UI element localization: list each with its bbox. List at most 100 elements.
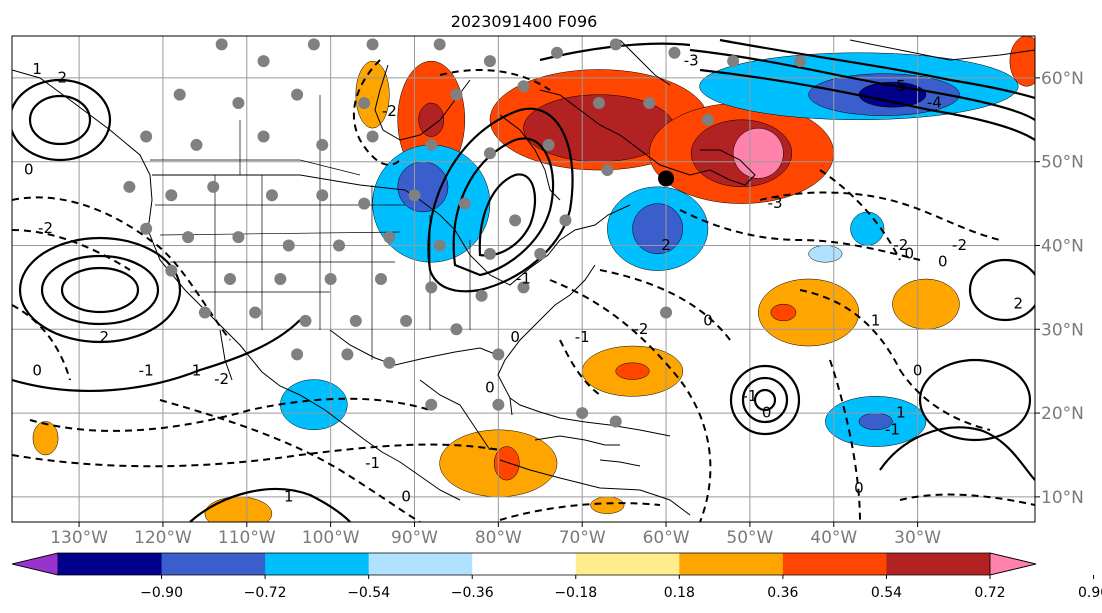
dashed-contours [12, 59, 1035, 522]
colorbar-tick-label: 0.36 [767, 585, 798, 601]
station-dot [358, 97, 371, 110]
station-dot [601, 164, 614, 177]
latitude-ticks: 60°N 50°N 40°N 30°N 20°N 10°N [1035, 69, 1084, 508]
station-dot [333, 239, 346, 252]
station-dot [257, 130, 270, 143]
colorbar-bin [58, 553, 163, 575]
station-dot [165, 189, 178, 202]
lon-tick-label: 110°W [218, 528, 276, 548]
station-dot [433, 38, 446, 51]
anomaly-blob [280, 379, 348, 431]
station-dot [559, 214, 572, 227]
chart-title: 2023091400 F096 [451, 12, 598, 31]
contour-label: 1 [896, 404, 906, 422]
station-dot [408, 189, 421, 202]
station-dot [517, 80, 530, 93]
political-borders [150, 95, 471, 360]
station-dot [727, 55, 740, 68]
anomaly-blob [590, 496, 625, 514]
lon-tick-label: 60°W [643, 528, 690, 548]
lon-tick-label: 40°W [810, 528, 857, 548]
station-dot [551, 46, 564, 59]
contour-label: -2 [38, 219, 53, 237]
lat-tick-label: 40°N [1041, 236, 1084, 256]
anomaly-blob [850, 211, 885, 246]
lon-tick-label: 70°W [559, 528, 606, 548]
station-dot [173, 88, 186, 101]
anomaly-blob [892, 278, 960, 330]
station-dot [366, 38, 379, 51]
colorbar-extend-max [989, 552, 1037, 576]
station-dot [609, 415, 622, 428]
colorbar-frame [11, 552, 1037, 576]
station-dot [257, 55, 270, 68]
station-dot [291, 88, 304, 101]
colorbar: −0.90 −0.72 −0.54 −0.36 −0.18 0.18 0.36 0.54 0.7… [11, 552, 1102, 601]
coastlines [12, 39, 1035, 516]
station-dot [274, 273, 287, 285]
anomaly-blob [615, 362, 650, 380]
station-dot [425, 398, 438, 411]
station-dot [232, 97, 245, 110]
lon-tick-label: 120°W [134, 528, 192, 548]
station-dot [140, 222, 153, 235]
contour-label: 1 [284, 487, 294, 505]
colorbar-tick-label: 0.54 [871, 585, 902, 601]
contour-label: 1 [192, 362, 202, 380]
anomaly-blob [418, 102, 445, 137]
station-dot [425, 138, 438, 151]
station-dot [400, 314, 413, 327]
contour-label: -1 [516, 270, 531, 288]
contour-label: 0 [938, 253, 948, 271]
lat-tick-label: 20°N [1041, 404, 1084, 424]
lon-tick-label: 30°W [894, 528, 941, 548]
station-dot [701, 113, 714, 126]
anomaly-blob [770, 303, 797, 322]
station-dot [307, 38, 320, 51]
contour-label: 0 [485, 378, 495, 396]
station-dot [123, 180, 136, 193]
station-dot [492, 348, 505, 361]
station-dot [383, 356, 396, 369]
station-dot [299, 314, 312, 327]
station-dot [207, 180, 220, 193]
station-dot [483, 147, 496, 160]
contour-label: 0 [401, 487, 411, 505]
contour-label: -2 [893, 236, 908, 254]
station-dot [534, 247, 547, 260]
longitude-ticks: 130°W 120°W 110°W 100°W 90°W 80°W 70°W 60°W 50°W… [50, 522, 941, 548]
contour-label: 0 [913, 362, 923, 380]
station-dot [341, 348, 354, 361]
station-dot [316, 138, 329, 151]
station-dot [190, 138, 203, 151]
graticule [12, 36, 1035, 522]
contour-label: 5 [896, 77, 906, 95]
station-dot [374, 273, 387, 285]
anomaly-blob [32, 421, 59, 456]
contour-label: 1 [871, 311, 881, 329]
contour-label: 0 [762, 404, 772, 422]
contour-label: -2 [633, 320, 648, 338]
contour-label: -2 [952, 236, 967, 254]
anomaly-blob [1009, 36, 1035, 87]
station-dot [450, 88, 463, 101]
lon-tick-label: 80°W [475, 528, 522, 548]
contour-label: -1 [575, 328, 590, 346]
station-dots [123, 38, 807, 428]
map-plot-area: 1 20-22-1 1 -20-2-1 -200-120-10-3-20101-1-3-… [12, 36, 1035, 522]
colorbar-bin [368, 553, 473, 575]
contour-label: -4 [927, 94, 942, 112]
station-dot [224, 273, 237, 285]
contour-label: -1 [885, 420, 900, 438]
station-dot [425, 281, 438, 294]
contour-label: -3 [684, 52, 699, 70]
black-marker [658, 170, 675, 187]
colorbar-bin [575, 553, 680, 575]
contour-label: 0 [32, 362, 42, 380]
colorbar-tick-label: −0.72 [244, 585, 287, 601]
station-dot [542, 138, 555, 151]
station-dot [249, 306, 262, 319]
map-frame [11, 35, 1036, 523]
contour-labels: 1 20-22-1 1 -20-2-1 -200-120-10-3-20101-1-3-… [24, 52, 1023, 506]
